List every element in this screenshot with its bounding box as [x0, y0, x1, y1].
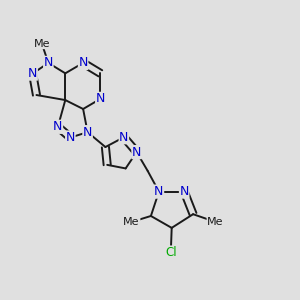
Text: N: N [96, 92, 105, 105]
Text: Me: Me [34, 39, 50, 49]
Text: N: N [53, 120, 62, 133]
Text: N: N [66, 131, 75, 144]
Text: N: N [154, 185, 164, 198]
Text: N: N [78, 56, 88, 69]
Text: N: N [83, 126, 92, 139]
Text: Me: Me [207, 217, 224, 227]
Text: N: N [119, 131, 128, 144]
Text: N: N [179, 185, 189, 198]
Text: Cl: Cl [165, 246, 177, 259]
Text: N: N [44, 56, 53, 69]
Text: N: N [132, 146, 141, 159]
Text: Me: Me [123, 217, 140, 227]
Text: N: N [28, 67, 37, 80]
